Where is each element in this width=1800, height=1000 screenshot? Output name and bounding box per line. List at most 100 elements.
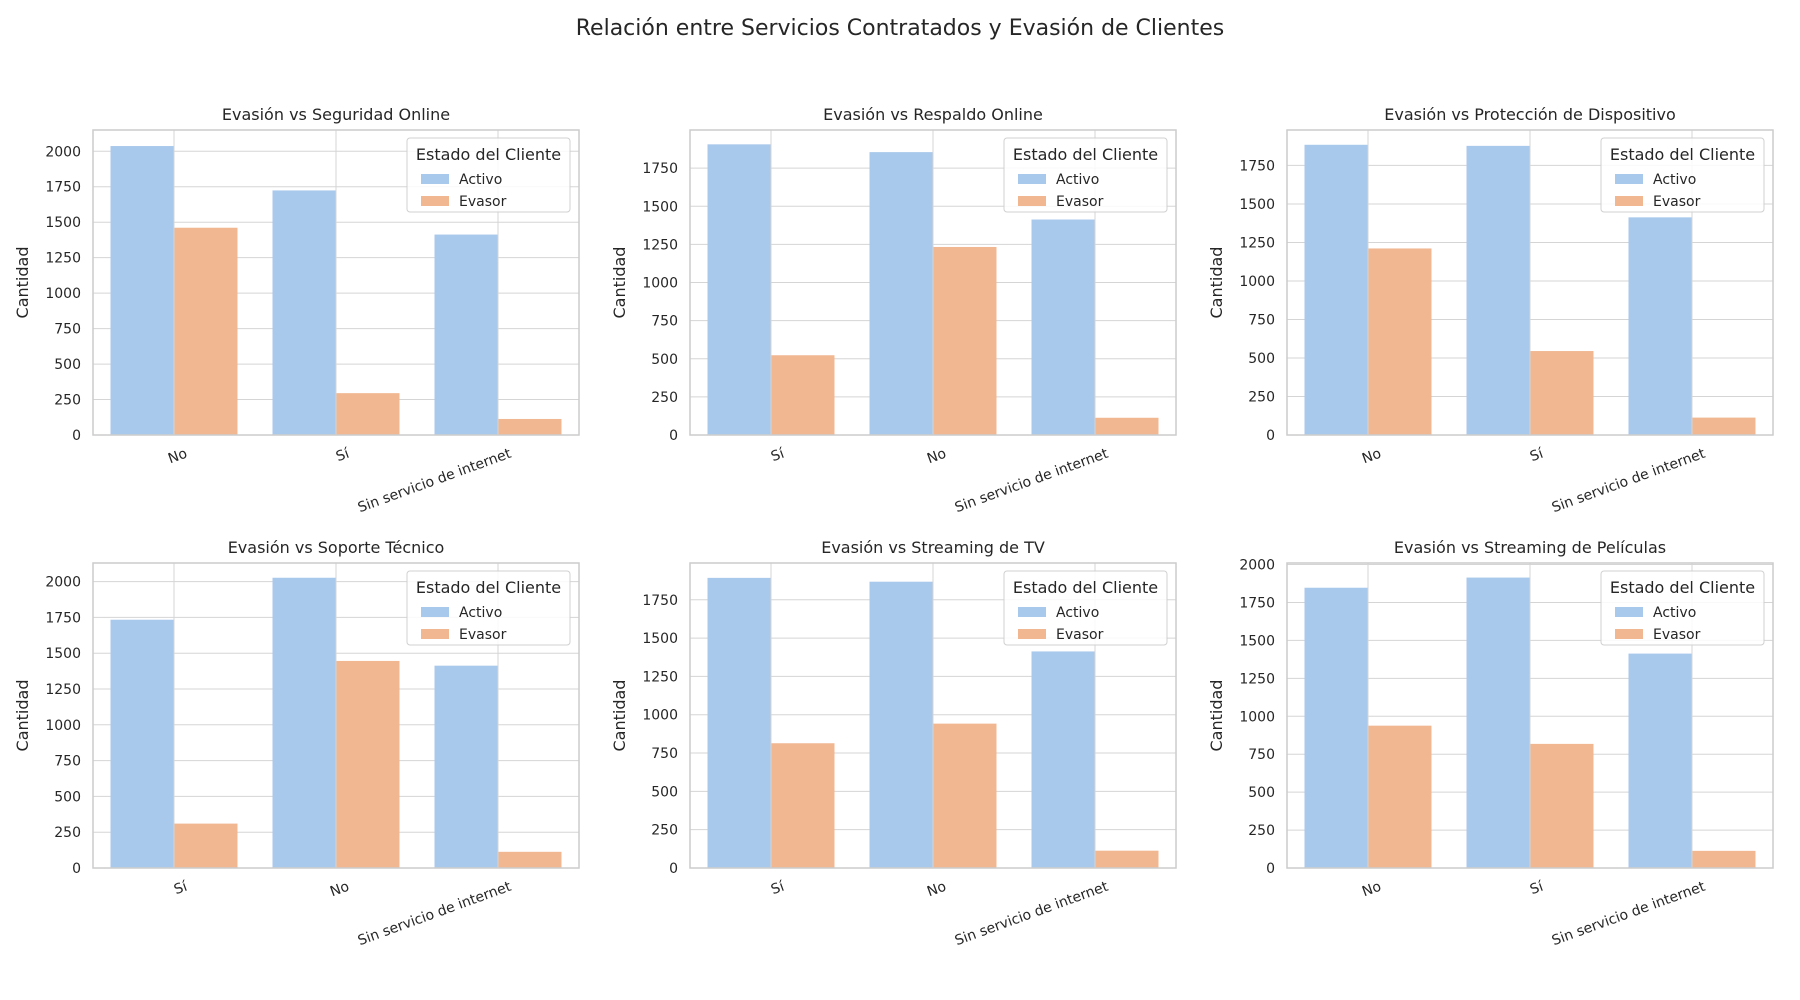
legend-label-evasor: Evasor xyxy=(459,194,507,210)
bar-evasor xyxy=(174,823,238,868)
x-tick-label: Sí xyxy=(172,878,191,898)
legend-swatch-activo xyxy=(1018,174,1046,184)
x-tick-label: Sin servicio de internet xyxy=(953,446,1111,517)
y-axis-label: Cantidad xyxy=(610,247,629,319)
plot-frame xyxy=(92,129,580,436)
legend-box xyxy=(1003,137,1168,213)
legend-box xyxy=(1600,137,1765,213)
x-tick-label: Sí xyxy=(769,445,788,465)
x-tick-label: No xyxy=(925,446,948,468)
bar-evasor xyxy=(1368,248,1432,435)
bar-activo xyxy=(1304,587,1368,868)
legend-swatch-evasor xyxy=(1018,196,1046,206)
panel-title: Evasión vs Streaming de TV xyxy=(821,538,1045,557)
bar-evasor xyxy=(1095,850,1159,868)
y-tick-label: 1500 xyxy=(45,646,81,662)
plot-frame xyxy=(689,129,1177,436)
y-tick-label: 1750 xyxy=(45,180,81,196)
chart-panel-1: 0 250 500 750 1000 1250 1500 1750 2000 No Sí Sin se… xyxy=(13,105,580,516)
y-tick-label: 1250 xyxy=(45,682,81,698)
bar-activo xyxy=(1466,145,1530,436)
y-tick-label: 1500 xyxy=(1239,633,1275,649)
x-tick-label: No xyxy=(1360,446,1383,468)
bar-evasor xyxy=(1692,850,1756,868)
legend-label-activo: Activo xyxy=(1056,605,1099,621)
bar-activo xyxy=(272,190,336,435)
legend: Estado del Cliente Activo Evasor xyxy=(1003,570,1168,646)
x-tick-label: Sí xyxy=(1528,445,1547,465)
y-tick-label: 1250 xyxy=(642,669,678,685)
y-tick-label: 500 xyxy=(1248,785,1275,801)
legend-label-evasor: Evasor xyxy=(1653,627,1701,643)
x-tick-label: Sí xyxy=(1528,878,1547,898)
panel-title: Evasión vs Soporte Técnico xyxy=(228,538,445,557)
y-tick-label: 1250 xyxy=(1239,235,1275,251)
y-tick-label: 250 xyxy=(54,825,81,841)
bar-activo xyxy=(1031,651,1095,868)
bar-evasor xyxy=(1368,725,1432,868)
bar-activo xyxy=(869,581,933,868)
bar-activo xyxy=(110,619,174,868)
legend-label-evasor: Evasor xyxy=(1653,194,1701,210)
bar-activo xyxy=(707,577,771,868)
chart-panel-4: 0 250 500 750 1000 1250 1500 1750 2000 Sí No Sin se… xyxy=(13,538,580,949)
legend-swatch-evasor xyxy=(421,196,449,206)
y-tick-label: 500 xyxy=(1248,351,1275,367)
legend-swatch-activo xyxy=(421,607,449,617)
bar-evasor xyxy=(933,723,997,868)
y-tick-label: 1000 xyxy=(45,718,81,734)
legend-title: Estado del Cliente xyxy=(416,578,561,597)
bar-activo xyxy=(434,234,498,435)
bar-evasor xyxy=(498,851,562,868)
bar-evasor xyxy=(771,743,835,868)
legend-box xyxy=(1600,570,1765,646)
y-tick-label: 1250 xyxy=(45,251,81,267)
legend: Estado del Cliente Activo Evasor xyxy=(406,570,571,646)
x-tick-label: Sí xyxy=(769,878,788,898)
legend-label-evasor: Evasor xyxy=(1056,627,1104,643)
y-tick-label: 2000 xyxy=(45,144,81,160)
bar-activo xyxy=(1304,144,1368,435)
y-tick-label: 750 xyxy=(651,746,678,762)
bar-evasor xyxy=(1530,351,1594,435)
bar-evasor xyxy=(336,660,400,868)
panel-title: Evasión vs Respaldo Online xyxy=(823,105,1043,124)
y-tick-label: 750 xyxy=(54,322,81,338)
y-tick-label: 1500 xyxy=(45,215,81,231)
legend: Estado del Cliente Activo Evasor xyxy=(1600,570,1765,646)
legend-title: Estado del Cliente xyxy=(1610,145,1755,164)
panel-title: Evasión vs Streaming de Películas xyxy=(1394,538,1666,557)
legend-box xyxy=(1003,570,1168,646)
bar-activo xyxy=(434,665,498,868)
y-tick-label: 1000 xyxy=(642,276,678,292)
chart-panel-3: 0 250 500 750 1000 1250 1500 1750 No Sí Sin servic… xyxy=(1207,105,1774,517)
legend-swatch-evasor xyxy=(1615,196,1643,206)
y-tick-label: 1250 xyxy=(1239,671,1275,687)
bar-activo xyxy=(707,144,771,435)
y-tick-label: 1000 xyxy=(1239,274,1275,290)
y-tick-label: 1000 xyxy=(1239,709,1275,725)
legend-swatch-activo xyxy=(421,174,449,184)
bar-evasor xyxy=(1530,743,1594,868)
legend-label-activo: Activo xyxy=(459,172,502,188)
legend: Estado del Cliente Activo Evasor xyxy=(406,137,571,213)
y-tick-label: 1000 xyxy=(642,708,678,724)
y-tick-label: 0 xyxy=(1266,428,1275,444)
y-tick-label: 750 xyxy=(1248,312,1275,328)
chart-panel-5: 0 250 500 750 1000 1250 1500 1750 Sí No Sin servic… xyxy=(610,538,1177,949)
legend-label-activo: Activo xyxy=(1653,605,1696,621)
bar-activo xyxy=(272,577,336,868)
bar-activo xyxy=(1628,217,1692,435)
panel-title: Evasión vs Seguridad Online xyxy=(222,105,450,124)
legend: Estado del Cliente Activo Evasor xyxy=(1600,137,1765,213)
bar-evasor xyxy=(933,246,997,435)
x-tick-label: Sin servicio de internet xyxy=(1550,446,1708,517)
legend-title: Estado del Cliente xyxy=(1610,578,1755,597)
bar-activo xyxy=(1466,577,1530,868)
legend-label-activo: Activo xyxy=(1056,172,1099,188)
y-tick-label: 1500 xyxy=(642,199,678,215)
y-axis-label: Cantidad xyxy=(1207,680,1226,752)
y-tick-label: 1500 xyxy=(642,631,678,647)
y-tick-label: 250 xyxy=(54,393,81,409)
